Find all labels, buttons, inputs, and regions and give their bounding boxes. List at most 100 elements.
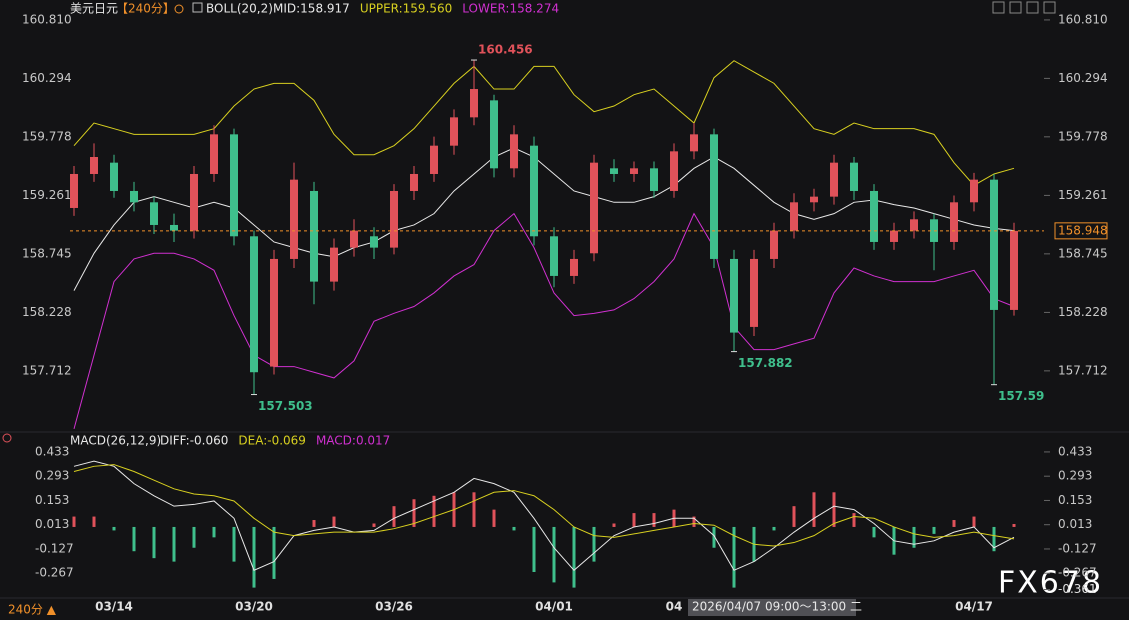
candle-body [470,89,478,118]
candle-body [150,202,158,225]
candle-body [450,117,458,146]
legend-entry: MID:158.917 [273,2,350,16]
annotation: 160.456 [478,43,533,57]
annotation: 157.59 [998,389,1044,403]
candle-body [910,219,918,231]
indicator-line [73,460,1015,571]
settings-icon[interactable] [174,4,184,14]
candle-body [110,162,118,191]
toolbar [992,1,1056,14]
candle-body [490,100,498,169]
y-tick-label-right: 0.433 [1058,444,1092,458]
y-tick-label: 159.778 [22,129,72,143]
y-tick-label-right: -0.267 [1058,566,1097,580]
candle-body [130,190,138,203]
candle-body [590,162,598,254]
tool-close[interactable] [1043,1,1056,14]
y-min-marker: -0.361 [1058,582,1097,596]
candle-body [310,190,318,282]
x-tick-label: 04/01 [535,600,573,614]
candle-body [870,190,878,242]
annotation: 157.882 [738,356,793,370]
y-tick-label: 0.013 [35,517,69,531]
crosshair-box [688,599,856,616]
candle-body [710,134,718,259]
legend-entry: LOWER:158.274 [462,2,559,16]
indicator-name: BOLL(20,2) [206,2,273,16]
y-tick-label-right: 160.810 [1058,12,1108,26]
legend-entry: MACD:0.017 [316,434,390,448]
y-tick-label-right: 158.745 [1058,246,1108,260]
tool-fit[interactable] [1026,1,1039,14]
indicator-line [73,60,1015,186]
x-tick-label: 04 [666,600,683,614]
candle-body [570,258,578,276]
indicator-line [73,212,1015,429]
y-tick-label: -0.267 [35,566,74,580]
candle-body [610,168,618,174]
y-tick-label: 0.153 [35,493,69,507]
candle-body [410,173,418,191]
candle-body [750,258,758,327]
y-tick-label: 158.228 [22,305,72,319]
last-price-label: 158.948 [1058,223,1108,237]
y-tick-label-right: -0.127 [1058,541,1097,555]
candle-body [970,179,978,203]
candle-body [390,190,398,248]
y-tick-label-right: 160.294 [1058,71,1108,85]
x-tick-label: 03/20 [235,600,273,614]
y-tick-label: 157.712 [22,363,72,377]
y-tick-label-right: 159.261 [1058,188,1108,202]
macd-title: MACD(26,12,9) [70,434,161,448]
candle-body [210,134,218,174]
candle-body [630,168,638,174]
candle-body [890,230,898,242]
candle-body [170,224,178,231]
x-tick-label: 03/14 [95,600,133,614]
legend-entry: DIFF:-0.060 [160,434,228,448]
y-tick-label-right: 0.153 [1058,493,1092,507]
candle-body [550,236,558,276]
y-tick-label: -0.127 [35,541,74,555]
y-tick-label-right: 157.712 [1058,363,1108,377]
tool-zoom[interactable] [1009,1,1022,14]
candle-body [190,173,198,231]
y-tick-label: 160.810 [22,12,72,26]
candle-body [650,168,658,191]
legend-entry: UPPER:159.560 [360,2,452,16]
panel-icon[interactable] [2,433,12,443]
candle-body [70,173,78,208]
y-tick-label-right: 0.293 [1058,469,1092,483]
candle-body [430,145,438,174]
candle-body [90,156,98,174]
candle-body [510,134,518,169]
symbol: 美元日元 [70,2,118,16]
y-tick-label-right: 159.778 [1058,129,1108,143]
candle-body [950,202,958,242]
candle-body [730,258,738,333]
candle-body [990,179,998,310]
period-selector[interactable]: 240分 ▲ [8,603,57,617]
watermark: FX678 [998,566,1103,601]
candle-body [850,162,858,191]
x-tick-label: 04/17 [955,600,993,614]
candle-body [370,236,378,248]
indicator-icon[interactable] [192,2,203,13]
legend-entry: DEA:-0.069 [238,434,306,448]
indicator-line [73,464,1015,547]
crosshair-label: 2026/04/07 09:00～13:00 二 [692,600,862,614]
y-tick-label-right: 0.013 [1058,517,1092,531]
y-tick-label-right: 158.228 [1058,305,1108,319]
annotation: 157.503 [258,399,313,413]
candle-body [770,230,778,259]
candle-body [670,151,678,191]
y-tick-label: 158.745 [22,246,72,260]
y-tick-label: 160.294 [22,71,72,85]
candle-body [530,145,538,237]
candle-body [810,196,818,203]
candle-body [250,236,258,373]
tool-move[interactable] [992,1,1005,14]
candle-body [1010,230,1018,310]
period[interactable]: 【240分】 [116,2,175,16]
